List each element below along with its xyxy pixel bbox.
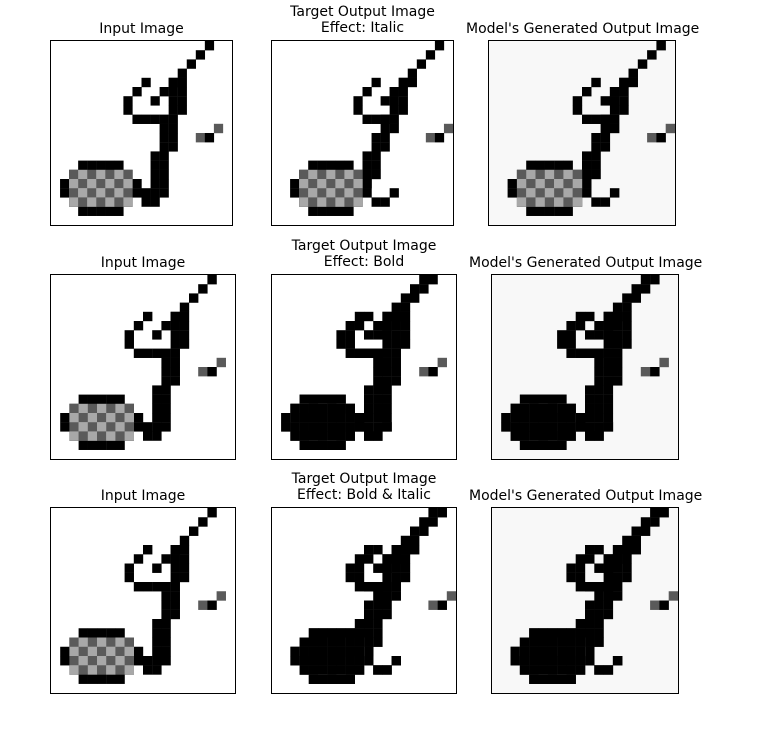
glyph-image-input-1 [60,41,224,216]
glyph-image-generated-bold-italic [492,508,678,693]
glyph-image-frame [488,40,676,226]
panel-generated-image-3: Model's Generated Output Image [469,467,702,697]
panel-input-image-1: Input Image [50,0,233,230]
glyph-image-target-italic [290,41,453,216]
glyph-image-frame [491,274,679,460]
panel-title: Input Image [50,255,236,271]
panel-generated-image-2: Model's Generated Output Image [469,234,702,464]
title-line: Input Image [100,488,186,504]
glyph-image-generated-italic [489,41,675,225]
panel-title: Input Image [50,488,236,504]
title-line: Target Output Image [291,471,437,487]
title-line: Target Output Image [291,238,437,254]
glyph-image-frame [491,507,679,694]
panel-input-image-2: Input Image [50,234,236,464]
panel-title: Target Output Image Effect: Bold & Itali… [271,471,457,503]
title-line: Effect: Bold & Italic [297,487,431,503]
glyph-image-frame [271,274,457,460]
panel-target-image-1: Target Output Image Effect: Italic [271,0,454,230]
panel-generated-image-1: Model's Generated Output Image [466,0,699,230]
panel-input-image-3: Input Image [50,467,236,697]
panel-title: Model's Generated Output Image [466,21,700,37]
title-line: Input Image [99,21,184,37]
panel-target-image-3: Target Output Image Effect: Bold & Itali… [271,467,457,697]
title-line: Model's Generated Output Image [469,255,703,271]
glyph-image-generated-bold [492,275,678,459]
title-line: Model's Generated Output Image [466,21,700,37]
panel-title: Input Image [50,21,233,37]
glyph-image-frame [271,507,457,694]
glyph-image-frame [50,40,233,226]
glyph-image-frame [50,274,236,460]
title-line: Effect: Italic [320,20,405,36]
glyph-image-input-2 [60,275,226,450]
glyph-image-target-bold [281,275,447,450]
title-line: Effect: Bold [323,254,405,270]
title-line: Target Output Image [290,4,435,20]
glyph-image-target-bold-italic [290,508,456,684]
panel-target-image-2: Target Output Image Effect: Bold [271,234,457,464]
panel-title: Model's Generated Output Image [469,488,703,504]
glyph-image-frame [271,40,454,226]
panel-title: Model's Generated Output Image [469,255,703,271]
title-line: Model's Generated Output Image [469,488,703,504]
glyph-image-frame [50,507,236,694]
title-line: Input Image [100,255,186,271]
glyph-image-input-3 [60,508,226,684]
panel-title: Target Output Image Effect: Bold [271,238,457,270]
panel-title: Target Output Image Effect: Italic [271,4,454,36]
